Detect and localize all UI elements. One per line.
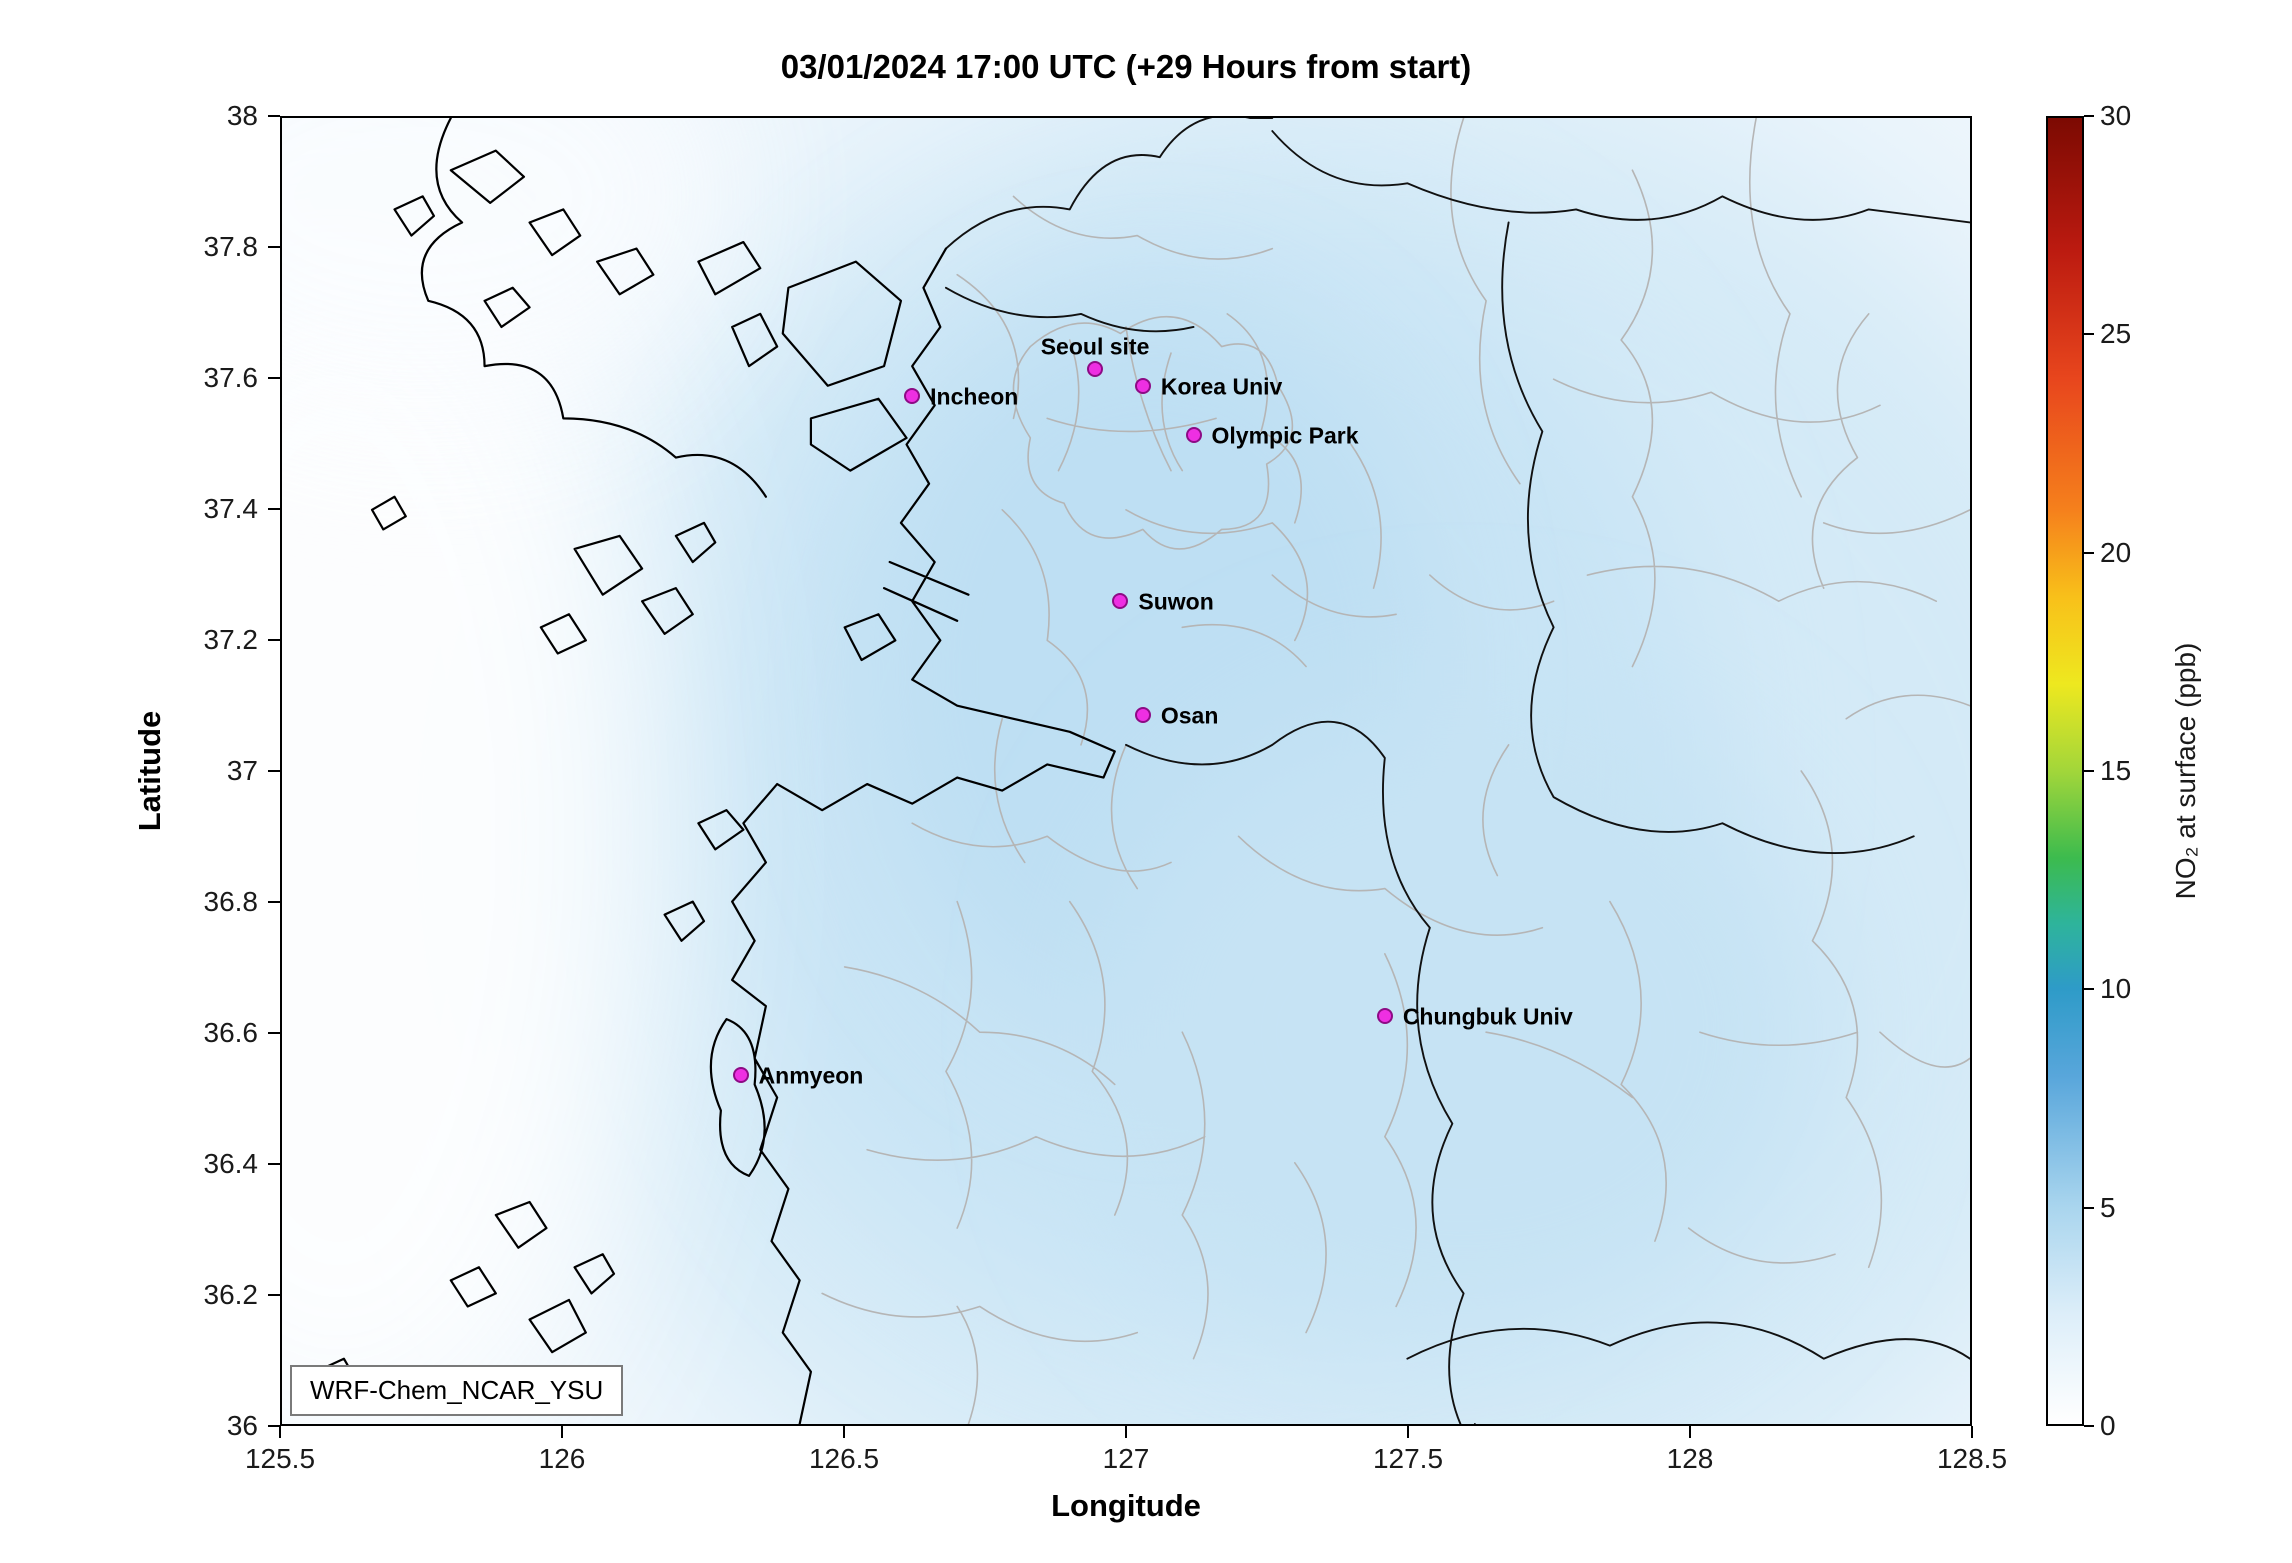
model-label-box: WRF-Chem_NCAR_YSU <box>290 1365 624 1416</box>
station-layer: Incheon Seoul site Korea Univ Olympic Park S… <box>282 118 1970 1424</box>
y-tick-mark <box>268 901 280 903</box>
station-label: Seoul site <box>1040 334 1150 361</box>
y-tick-mark <box>268 1425 280 1427</box>
station-label: Osan <box>1160 703 1219 730</box>
station-marker <box>1112 593 1129 610</box>
y-tick-label: 37 <box>226 755 258 786</box>
x-tick-label: 128.5 <box>1936 1443 2008 1474</box>
plot-area: Incheon Seoul site Korea Univ Olympic Park S… <box>280 116 1972 1426</box>
model-label: WRF-Chem_NCAR_YSU <box>310 1375 604 1405</box>
y-tick-label: 36.4 <box>203 1148 259 1179</box>
x-tick-mark <box>561 1426 563 1438</box>
station-label: Korea Univ <box>1160 373 1283 400</box>
x-tick-label: 127 <box>1102 1443 1150 1474</box>
station-marker <box>1376 1007 1393 1024</box>
county-boundaries <box>822 118 1970 1424</box>
station-marker <box>1134 377 1151 394</box>
colorbar-tick-label: 25 <box>2100 318 2132 350</box>
colorbar-tick-mark <box>2084 333 2094 336</box>
x-tick-mark <box>1407 1426 1409 1438</box>
x-tick-label: 126 <box>538 1443 586 1474</box>
colorbar-tick-mark <box>2084 988 2094 991</box>
y-tick-label: 36.8 <box>203 886 259 917</box>
colorbar-tick-label: 0 <box>2100 1410 2116 1441</box>
y-tick-mark <box>268 115 280 117</box>
y-tick-mark <box>268 1294 280 1296</box>
colorbar-tick-mark <box>2084 1206 2094 1209</box>
y-tick-mark <box>268 1163 280 1165</box>
no2-field <box>282 118 1970 1424</box>
coastline <box>316 118 1115 1424</box>
x-tick-label: 125.5 <box>244 1443 316 1474</box>
colorbar-tick-mark <box>2084 1425 2094 1427</box>
station-marker <box>1134 707 1151 724</box>
station-marker <box>732 1066 749 1083</box>
station-label: Chungbuk Univ <box>1402 1003 1573 1030</box>
y-tick-mark <box>268 639 280 641</box>
x-tick-label: 127.5 <box>1372 1443 1444 1474</box>
y-tick-label: 36 <box>226 1410 258 1441</box>
y-tick-mark <box>268 1032 280 1034</box>
y-tick-label: 37.4 <box>203 493 259 524</box>
x-tick-label: 126.5 <box>808 1443 880 1474</box>
x-tick-mark <box>279 1426 281 1438</box>
colorbar-tick-label: 5 <box>2100 1191 2116 1223</box>
map-graphic <box>282 118 1970 1424</box>
colorbar <box>2046 116 2084 1426</box>
station-label: Anmyeon <box>758 1062 864 1089</box>
province-boundaries <box>946 118 1970 1424</box>
y-tick-label: 38 <box>226 100 258 131</box>
colorbar-tick-mark <box>2084 551 2094 554</box>
y-tick-mark <box>268 377 280 379</box>
colorbar-tick-label: 30 <box>2100 100 2132 131</box>
y-tick-label: 36.2 <box>203 1279 259 1310</box>
y-tick-mark <box>268 770 280 772</box>
y-tick-label: 37.8 <box>203 231 259 262</box>
plot-title: 03/01/2024 17:00 UTC (+29 Hours from sta… <box>780 48 1472 85</box>
colorbar-tick-label: 10 <box>2100 973 2132 1005</box>
x-tick-mark <box>1971 1426 1973 1438</box>
colorbar-tick-mark <box>2084 770 2094 772</box>
y-tick-mark <box>268 508 280 510</box>
station-label: Incheon <box>930 383 1019 410</box>
y-tick-mark <box>268 246 280 248</box>
station-marker <box>1185 426 1202 443</box>
colorbar-tick-label: 15 <box>2100 755 2132 786</box>
y-tick-label: 36.6 <box>203 1017 259 1048</box>
station-label: Olympic Park <box>1211 422 1359 449</box>
x-tick-mark <box>1689 1426 1691 1438</box>
y-tick-label: 37.6 <box>203 362 259 393</box>
x-tick-label: 128 <box>1666 1443 1714 1474</box>
x-tick-mark <box>1125 1426 1127 1438</box>
station-marker <box>1087 361 1104 378</box>
x-tick-mark <box>843 1426 845 1438</box>
x-axis-label: Longitude <box>1051 1488 1201 1523</box>
station-marker <box>904 387 921 404</box>
station-label: Suwon <box>1138 588 1214 615</box>
colorbar-tick-label: 20 <box>2100 536 2132 568</box>
y-tick-label: 37.2 <box>203 624 259 655</box>
colorbar-tick-mark <box>2084 115 2094 117</box>
